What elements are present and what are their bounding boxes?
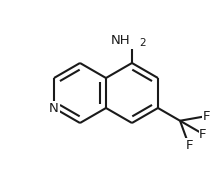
Text: F: F [185, 139, 193, 152]
Text: N: N [49, 101, 59, 114]
Text: F: F [199, 127, 207, 140]
Text: NH: NH [110, 35, 130, 48]
Text: 2: 2 [139, 38, 146, 48]
Text: F: F [202, 110, 210, 123]
